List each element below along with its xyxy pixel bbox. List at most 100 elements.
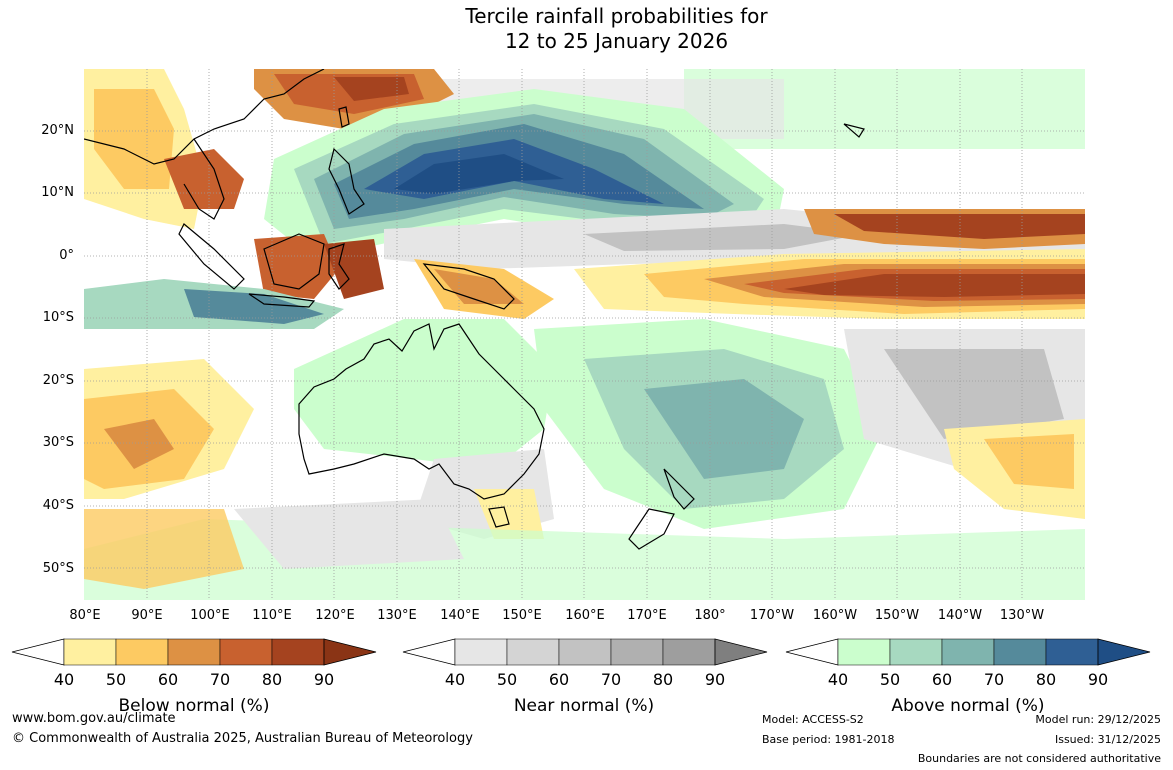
legend-above-normal bbox=[785, 635, 1151, 670]
legend-above-tick-60: 60 bbox=[931, 670, 953, 689]
colorbar-swatch-0-3 bbox=[219, 638, 273, 666]
legend-above-tick-80: 80 bbox=[1035, 670, 1057, 689]
legend-below-tick-50: 50 bbox=[105, 670, 127, 689]
lon-label-110e: 110°E bbox=[252, 608, 292, 623]
coast-asia bbox=[84, 69, 325, 165]
below-patch-pacific-7 bbox=[834, 214, 1085, 239]
lon-label-130w: 130°W bbox=[999, 608, 1045, 623]
coast-indochina bbox=[183, 138, 225, 220]
lat-label-10n: 10°N bbox=[41, 185, 74, 200]
coast-java bbox=[248, 293, 316, 308]
lon-label-160w: 160°W bbox=[812, 608, 858, 623]
lon-label-140w: 140°W bbox=[937, 608, 983, 623]
coast-hawaii bbox=[843, 123, 865, 138]
lon-label-80e: 80°E bbox=[69, 608, 101, 623]
coast-tasmania bbox=[488, 506, 510, 528]
lat-label-20n: 20°N bbox=[41, 123, 74, 138]
coast-borneo bbox=[263, 233, 325, 290]
colorbar-swatch-0-1 bbox=[115, 638, 169, 666]
below-patch-sulawesi bbox=[324, 239, 384, 299]
legend-near-normal bbox=[402, 635, 768, 670]
colorbar-swatch-2-3 bbox=[993, 638, 1047, 666]
lat-label-30s: 30°S bbox=[42, 435, 74, 450]
below-patch-sio-3 bbox=[104, 419, 174, 469]
coast-taiwan bbox=[338, 106, 350, 128]
colorbar-swatch-1-0 bbox=[454, 638, 508, 666]
footer-disclaimer: Boundaries are not considered authoritat… bbox=[917, 752, 1161, 765]
lon-label-170w: 170°W bbox=[749, 608, 795, 623]
coastlines bbox=[84, 69, 865, 550]
legend-near-tick-60: 60 bbox=[548, 670, 570, 689]
grid-lines bbox=[84, 69, 1085, 600]
legend-below-title: Below normal (%) bbox=[118, 696, 270, 716]
colorbar-swatch-2-1 bbox=[889, 638, 943, 666]
lon-label-150e: 150°E bbox=[502, 608, 542, 623]
colorbar-swatch-2-5 bbox=[1097, 638, 1151, 666]
colorbar-swatch-1-3 bbox=[610, 638, 664, 666]
legend-below-tick-90: 90 bbox=[313, 670, 335, 689]
lon-label-140e: 140°E bbox=[440, 608, 480, 623]
legend-below-tick-80: 80 bbox=[261, 670, 283, 689]
lat-label-50s: 50°S bbox=[42, 561, 74, 576]
title-line-1: Tercile rainfall probabilities for bbox=[465, 4, 768, 28]
lon-label-100e: 100°E bbox=[190, 608, 230, 623]
footer-website[interactable]: www.bom.gov.au/climate bbox=[12, 711, 176, 726]
colorbar-near bbox=[402, 638, 768, 666]
below-patch-se-pac-2 bbox=[984, 434, 1074, 489]
above-patch-australia bbox=[294, 319, 554, 469]
lat-label-10s: 10°S bbox=[42, 310, 74, 325]
above-patch-nwpac-6 bbox=[394, 154, 564, 194]
lon-label-90e: 90°E bbox=[131, 608, 163, 623]
coast-png bbox=[422, 263, 515, 310]
coast-nz-north bbox=[663, 468, 695, 510]
lat-label-40s: 40°S bbox=[42, 498, 74, 513]
legend-near-tick-40: 40 bbox=[444, 670, 466, 689]
legend-near-tick-90: 90 bbox=[704, 670, 726, 689]
coast-philippines bbox=[328, 147, 365, 215]
colorbar-swatch-1-1 bbox=[506, 638, 560, 666]
legend-above-title: Above normal (%) bbox=[891, 696, 1045, 716]
lon-label-170e: 170°E bbox=[627, 608, 667, 623]
colorbar-swatch-0-5 bbox=[323, 638, 377, 666]
legend-near-tick-80: 80 bbox=[652, 670, 674, 689]
lon-label-160e: 160°E bbox=[565, 608, 605, 623]
lon-label-180: 180° bbox=[694, 608, 726, 623]
legend-above-tick-70: 70 bbox=[983, 670, 1005, 689]
colorbar-swatch-0-0 bbox=[63, 638, 117, 666]
colorbar-swatch-2-4 bbox=[1045, 638, 1099, 666]
near-patch-equator-2 bbox=[584, 224, 864, 251]
footer-issued: Issued: 31/12/2025 bbox=[1054, 733, 1161, 746]
above-patch-spac-3 bbox=[644, 379, 804, 479]
below-patch-tasmania bbox=[474, 489, 544, 539]
coast-nz-south bbox=[628, 508, 675, 550]
legend-near-tick-50: 50 bbox=[496, 670, 518, 689]
colorbar-below bbox=[11, 638, 377, 666]
title-line-2: 12 to 25 January 2026 bbox=[504, 29, 729, 53]
coast-sumatra bbox=[178, 223, 245, 290]
colorbar-swatch-1-2 bbox=[558, 638, 612, 666]
legend-below-tick-70: 70 bbox=[209, 670, 231, 689]
lon-label-120e: 120°E bbox=[315, 608, 355, 623]
colorbar-swatch-0-2 bbox=[167, 638, 221, 666]
rainfall-map bbox=[84, 69, 1085, 600]
near-patch-spac-2 bbox=[884, 349, 1064, 439]
colorbar-swatch-0-4 bbox=[271, 638, 325, 666]
lat-label-20s: 20°S bbox=[42, 373, 74, 388]
legend-above-tick-40: 40 bbox=[827, 670, 849, 689]
map-title: Tercile rainfall probabilities for 12 to… bbox=[0, 4, 1173, 54]
below-patch-png-2 bbox=[434, 269, 524, 304]
footer-model-run: Model run: 29/12/2025 bbox=[1035, 713, 1161, 726]
footer-model: Model: ACCESS-S2 bbox=[762, 713, 864, 726]
legend-near-tick-70: 70 bbox=[600, 670, 622, 689]
lon-label-130e: 130°E bbox=[377, 608, 417, 623]
legend-below-normal bbox=[11, 635, 377, 670]
below-patch-pacific-5 bbox=[784, 274, 1085, 297]
below-patch-southern bbox=[84, 509, 244, 589]
coast-sulawesi bbox=[328, 243, 350, 290]
legend-above-tick-90: 90 bbox=[1087, 670, 1109, 689]
colorbar-swatch-2-2 bbox=[941, 638, 995, 666]
colorbar-above bbox=[785, 638, 1151, 666]
near-patch-southern bbox=[234, 499, 464, 569]
below-patch-asia-3 bbox=[164, 149, 244, 209]
below-patch-borneo bbox=[254, 234, 339, 299]
